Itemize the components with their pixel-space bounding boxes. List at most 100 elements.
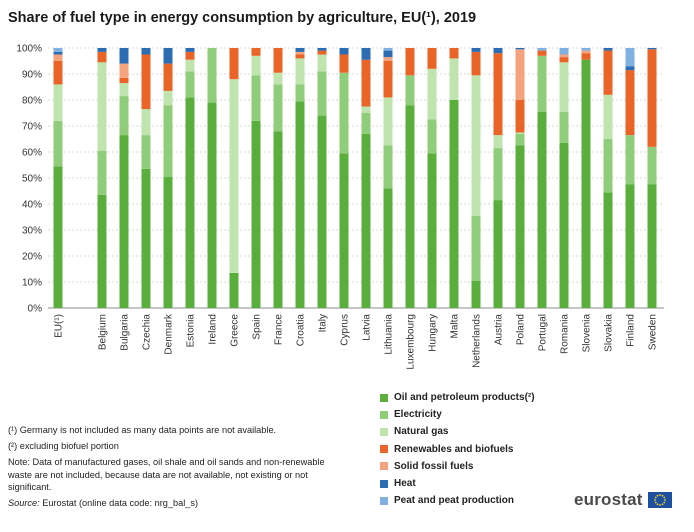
bar-segment bbox=[361, 48, 371, 60]
bar-segment bbox=[361, 59, 371, 107]
bar-segment bbox=[295, 84, 305, 102]
x-tick-label: Spain bbox=[252, 314, 263, 340]
bar-segment bbox=[471, 215, 481, 281]
bar-segment bbox=[625, 135, 635, 185]
logo-text: eurostat bbox=[574, 490, 643, 509]
bar-stack bbox=[537, 48, 547, 308]
source-line: Source: Eurostat (online data code: nrg_… bbox=[8, 497, 338, 509]
y-axis-ticks: 0% 10% 20% 30% 40% 50% 60% 70% 80% 90% 100% bbox=[16, 44, 42, 315]
legend-swatch bbox=[380, 410, 388, 419]
bar-segment bbox=[163, 48, 173, 64]
bar-segment bbox=[383, 57, 393, 61]
legend-item: Peat and peat production bbox=[380, 492, 535, 509]
bar-stack bbox=[603, 48, 613, 308]
bar-segment bbox=[493, 48, 503, 54]
bar-segment bbox=[471, 280, 481, 308]
bar-segment bbox=[53, 54, 63, 61]
legend-swatch bbox=[380, 427, 388, 436]
bar-segment bbox=[53, 61, 63, 85]
bar-segment bbox=[537, 48, 547, 51]
legend-swatch bbox=[380, 479, 388, 488]
bar-segment bbox=[339, 153, 349, 308]
y-tick-label: 60% bbox=[22, 148, 42, 159]
bar-segment bbox=[295, 101, 305, 308]
bar-segment bbox=[317, 50, 327, 55]
bar-segment bbox=[273, 131, 283, 308]
bars bbox=[53, 48, 657, 309]
bar-stack bbox=[493, 48, 503, 308]
x-tick-label: Latvia bbox=[362, 314, 373, 341]
chart-title: Share of fuel type in energy consumption… bbox=[8, 10, 477, 26]
bar-stack bbox=[251, 48, 261, 308]
bar-segment bbox=[185, 51, 195, 60]
bar-segment bbox=[141, 168, 151, 308]
bar-segment bbox=[163, 90, 173, 106]
bar-stack bbox=[559, 48, 569, 308]
x-tick-label: Lithuania bbox=[384, 314, 395, 355]
bar-segment bbox=[295, 51, 305, 55]
bar-segment bbox=[427, 68, 437, 120]
bar-segment bbox=[185, 59, 195, 72]
bar-segment bbox=[559, 62, 569, 112]
x-tick-label: Poland bbox=[516, 314, 527, 345]
x-tick-label: Czechia bbox=[142, 314, 153, 351]
bar-segment bbox=[251, 75, 261, 121]
bar-segment bbox=[339, 48, 349, 55]
bar-segment bbox=[603, 50, 613, 95]
bar-segment bbox=[647, 146, 657, 185]
bar-segment bbox=[581, 48, 591, 51]
bar-segment bbox=[119, 63, 129, 78]
bar-segment bbox=[515, 145, 525, 308]
bar-segment bbox=[427, 48, 437, 69]
bar-segment bbox=[317, 71, 327, 116]
bar-segment bbox=[251, 48, 261, 56]
bar-segment bbox=[625, 184, 635, 308]
bar-segment bbox=[141, 109, 151, 136]
bar-stack bbox=[339, 48, 349, 308]
bar-stack bbox=[295, 48, 305, 308]
bar-segment bbox=[317, 115, 327, 308]
bar-segment bbox=[559, 57, 569, 63]
notes-block: (¹) Germany is not included as many data… bbox=[8, 424, 338, 513]
x-tick-label: Estonia bbox=[186, 314, 197, 348]
y-tick-label: 0% bbox=[28, 304, 43, 315]
bar-segment bbox=[317, 54, 327, 72]
y-tick-label: 50% bbox=[22, 174, 42, 185]
bar-segment bbox=[317, 48, 327, 51]
bar-segment bbox=[163, 63, 173, 91]
bar-stack bbox=[207, 48, 217, 308]
bar-segment bbox=[515, 133, 525, 146]
bar-segment bbox=[53, 166, 63, 308]
source-text: Eurostat (online data code: nrg_bal_s) bbox=[39, 498, 198, 509]
bar-segment bbox=[97, 194, 107, 308]
bar-segment bbox=[559, 54, 569, 58]
bar-stack bbox=[273, 48, 283, 308]
bar-stack bbox=[581, 48, 591, 309]
bar-segment bbox=[647, 49, 657, 147]
bar-segment bbox=[449, 48, 459, 59]
legend-item: Natural gas bbox=[380, 423, 535, 440]
bar-segment bbox=[339, 54, 349, 73]
bar-segment bbox=[405, 105, 415, 308]
note-data: Note: Data of manufactured gases, oil sh… bbox=[8, 457, 325, 492]
bar-segment bbox=[53, 120, 63, 167]
bar-segment bbox=[493, 148, 503, 201]
bar-stack bbox=[625, 48, 635, 308]
bar-segment bbox=[493, 135, 503, 149]
bar-segment bbox=[119, 135, 129, 308]
bar-segment bbox=[163, 105, 173, 177]
bar-segment bbox=[295, 58, 305, 85]
grid-lines bbox=[48, 47, 664, 309]
bar-segment bbox=[515, 132, 525, 134]
y-tick-label: 90% bbox=[22, 70, 42, 81]
bar-segment bbox=[449, 100, 459, 308]
bar-segment bbox=[427, 153, 437, 308]
legend-label: Electricity bbox=[394, 409, 442, 421]
y-tick-label: 70% bbox=[22, 122, 42, 133]
bar-segment bbox=[559, 142, 569, 308]
bar-segment bbox=[251, 55, 261, 76]
x-tick-label: Hungary bbox=[428, 314, 439, 352]
bar-segment bbox=[625, 66, 635, 71]
bar-segment bbox=[515, 49, 525, 100]
x-tick-label: Portugal bbox=[538, 314, 549, 351]
